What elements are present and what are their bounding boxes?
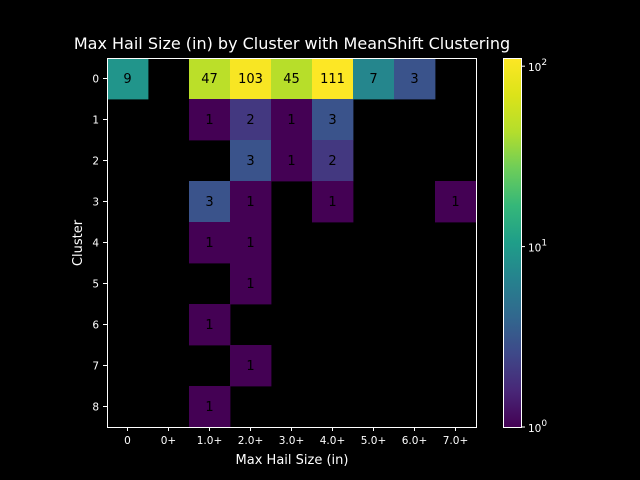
heatmap-cell xyxy=(230,222,272,264)
colorbar xyxy=(503,58,521,427)
cell-value-label: 2 xyxy=(246,113,254,128)
cell-value-label: 1 xyxy=(246,195,254,210)
x-tick-label: 5.0+ xyxy=(361,435,387,447)
x-tick-label: 2.0+ xyxy=(238,435,264,447)
x-axis-label: Max Hail Size (in) xyxy=(236,453,349,468)
heatmap-cell xyxy=(312,58,354,100)
colorbar-frame xyxy=(503,58,522,428)
colorbar-tick-label: 100 xyxy=(528,419,547,435)
heatmap-cell xyxy=(312,181,354,223)
cell-value-label: 103 xyxy=(238,72,263,87)
cell-value-label: 3 xyxy=(410,72,418,87)
heatmap-cell xyxy=(230,99,272,141)
heatmap-cell xyxy=(312,140,354,182)
x-tick-label: 7.0+ xyxy=(443,435,469,447)
heatmap-cell xyxy=(394,58,436,100)
x-tick-label: 1.0+ xyxy=(197,435,223,447)
heatmap-cell xyxy=(189,58,231,100)
heatmap-cell xyxy=(271,99,313,141)
y-tick-label: 6 xyxy=(92,320,99,332)
heatmap-cell xyxy=(189,181,231,223)
cell-value-label: 111 xyxy=(320,72,345,87)
cell-value-label: 1 xyxy=(205,113,213,128)
heatmap-cell xyxy=(189,222,231,264)
heatmap-cell xyxy=(230,58,272,100)
cell-value-label: 1 xyxy=(451,195,459,210)
cell-value-label: 1 xyxy=(246,277,254,292)
heatmap-cell xyxy=(230,263,272,305)
cell-value-label: 1 xyxy=(328,195,336,210)
heatmap-cell xyxy=(107,58,149,100)
cell-value-label: 3 xyxy=(205,195,213,210)
y-axis-label: Cluster xyxy=(71,219,86,266)
cell-value-label: 1 xyxy=(246,359,254,374)
heatmap-cells xyxy=(107,58,477,428)
heatmap-cell xyxy=(271,140,313,182)
x-tick-label: 0 xyxy=(124,435,131,447)
y-tick-label: 7 xyxy=(92,361,99,373)
y-tick-label: 4 xyxy=(92,238,99,250)
colorbar-tick-label: 102 xyxy=(528,58,547,74)
cell-value-label: 1 xyxy=(246,236,254,251)
heatmap-cell xyxy=(189,99,231,141)
heatmap-cell xyxy=(353,58,395,100)
cell-value-label: 1 xyxy=(205,400,213,415)
x-tick-label: 6.0+ xyxy=(402,435,428,447)
y-tick-label: 5 xyxy=(92,279,99,291)
heatmap-cell xyxy=(230,140,272,182)
y-tick-label: 2 xyxy=(92,156,99,168)
cell-value-label: 1 xyxy=(287,113,295,128)
cell-value-label: 1 xyxy=(205,318,213,333)
heatmap-cell xyxy=(435,181,477,223)
cell-value-label: 1 xyxy=(287,154,295,169)
heatmap-cell xyxy=(189,304,231,346)
y-tick-label: 1 xyxy=(92,115,99,127)
cell-value-label: 7 xyxy=(369,72,377,87)
cell-value-label: 9 xyxy=(123,72,131,87)
cell-value-label: 1 xyxy=(205,236,213,251)
cell-value-label: 45 xyxy=(283,72,300,87)
heatmap-cell xyxy=(271,58,313,100)
y-tick-label: 0 xyxy=(92,74,99,86)
cell-value-label: 47 xyxy=(201,72,218,87)
heatmap-cell xyxy=(312,99,354,141)
y-axis-ticks: 0 1 2 3 4 5 6 7 8 xyxy=(92,74,107,414)
heatmap-cell xyxy=(230,181,272,223)
y-tick-label: 3 xyxy=(92,197,99,209)
x-tick-label: 3.0+ xyxy=(279,435,305,447)
cell-value-label: 3 xyxy=(246,154,254,169)
cell-value-label: 3 xyxy=(328,113,336,128)
y-tick-label: 8 xyxy=(92,402,99,414)
chart-title: Max Hail Size (in) by Cluster with MeanS… xyxy=(74,34,510,53)
colorbar-ticks: 100 101 102 xyxy=(521,58,547,435)
cell-value-label: 2 xyxy=(328,154,336,169)
x-tick-label: 4.0+ xyxy=(320,435,346,447)
heatmap-cell xyxy=(189,386,231,428)
heatmap-cell xyxy=(230,345,272,387)
x-tick-label: 0+ xyxy=(161,435,176,447)
x-axis-ticks: 0 0+ 1.0+ 2.0+ 3.0+ 4.0+ 5.0+ 6.0+ 7.0+ xyxy=(124,427,468,447)
colorbar-tick-label: 101 xyxy=(528,239,547,255)
